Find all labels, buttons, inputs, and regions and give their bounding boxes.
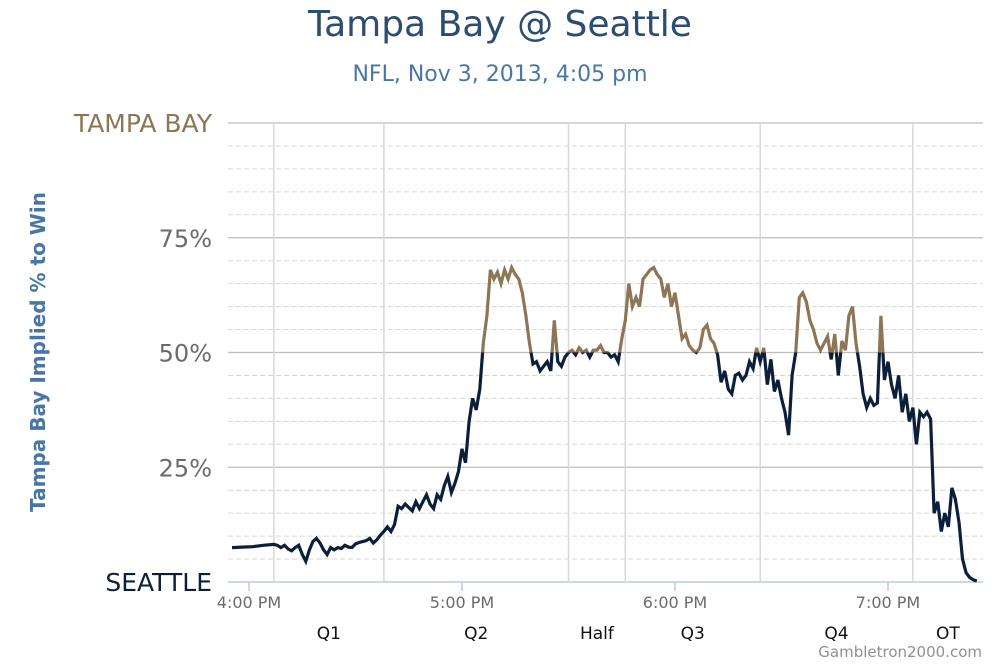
series-line-tampa-favored xyxy=(480,263,885,353)
x-tick-label: 5:00 PM xyxy=(430,593,494,612)
y-tick-label: 25% xyxy=(159,454,212,482)
line-layer xyxy=(231,263,978,583)
axis-layer: TAMPA BAY 75% 50% 25% SEATTLE Q1 Q2 Half Q3 Q4 OT 4… xyxy=(73,109,961,644)
y-tick-label: 50% xyxy=(159,340,212,368)
x-tick-label: 6:00 PM xyxy=(643,593,707,612)
y-tick-label: TAMPA BAY xyxy=(73,109,213,138)
period-label: Q4 xyxy=(824,624,848,644)
period-label: Half xyxy=(580,624,615,644)
period-label: Q2 xyxy=(464,624,488,644)
grid-layer xyxy=(228,122,983,583)
x-tick-label: 7:00 PM xyxy=(856,593,920,612)
y-tick-label: SEATTLE xyxy=(105,568,212,597)
period-label: Q3 xyxy=(681,624,705,644)
chart-subtitle: NFL, Nov 3, 2013, 4:05 pm xyxy=(352,62,648,87)
credit-text: Gambletron2000.com xyxy=(818,643,982,661)
y-tick-label: 75% xyxy=(159,225,212,253)
x-tick-label: 4:00 PM xyxy=(217,593,281,612)
chart-title: Tampa Bay @ Seattle xyxy=(308,4,692,45)
series-line-seattle-favored xyxy=(231,352,978,583)
period-label: Q1 xyxy=(317,624,341,644)
period-label: OT xyxy=(936,624,960,644)
